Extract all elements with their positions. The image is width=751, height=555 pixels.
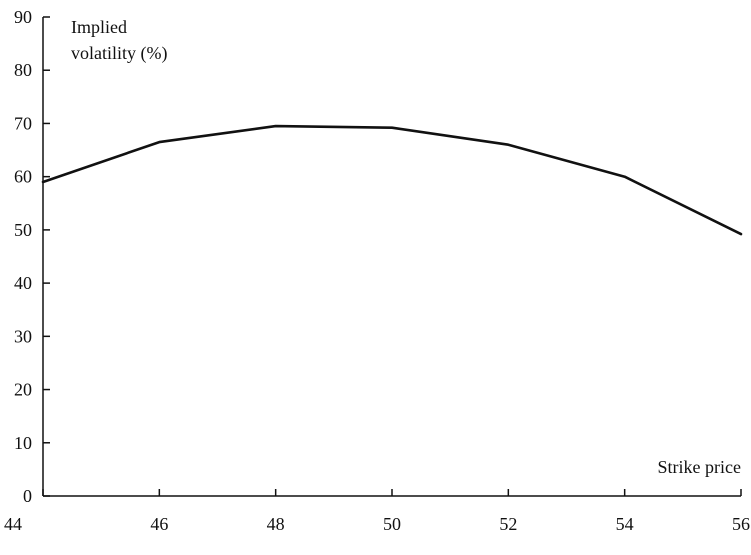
series-line-1 — [41, 124, 743, 236]
x-tick-label: 46 — [150, 514, 168, 534]
y-tick-label: 80 — [14, 60, 32, 80]
x-ticks: 44 46 48 50 52 54 56 — [4, 489, 750, 534]
x-tick-label: 52 — [499, 514, 517, 534]
axes — [42, 17, 741, 497]
y-tick-label: 40 — [14, 273, 32, 293]
x-tick-label: 56 — [732, 514, 750, 534]
y-tick-label: 20 — [14, 380, 32, 400]
y-axis-label-line-1: Implied — [71, 17, 127, 37]
x-tick-label: 50 — [383, 514, 401, 534]
y-tick-label: 70 — [14, 113, 32, 133]
x-tick-label: 54 — [616, 514, 634, 534]
x-tick-label: 48 — [267, 514, 285, 534]
y-tick-label: 60 — [14, 167, 32, 187]
series-group — [41, 124, 743, 236]
x-axis-label: Strike price — [658, 457, 741, 477]
y-tick-label: 10 — [14, 433, 32, 453]
y-ticks: 0 10 20 30 40 50 60 70 80 90 — [14, 7, 50, 506]
y-tick-label: 0 — [23, 486, 32, 506]
x-tick-label: 44 — [4, 514, 22, 534]
y-axis-label-line-2: volatility (%) — [71, 43, 167, 64]
y-tick-label: 50 — [14, 220, 32, 240]
y-tick-label: 90 — [14, 7, 32, 27]
y-tick-label: 30 — [14, 326, 32, 346]
